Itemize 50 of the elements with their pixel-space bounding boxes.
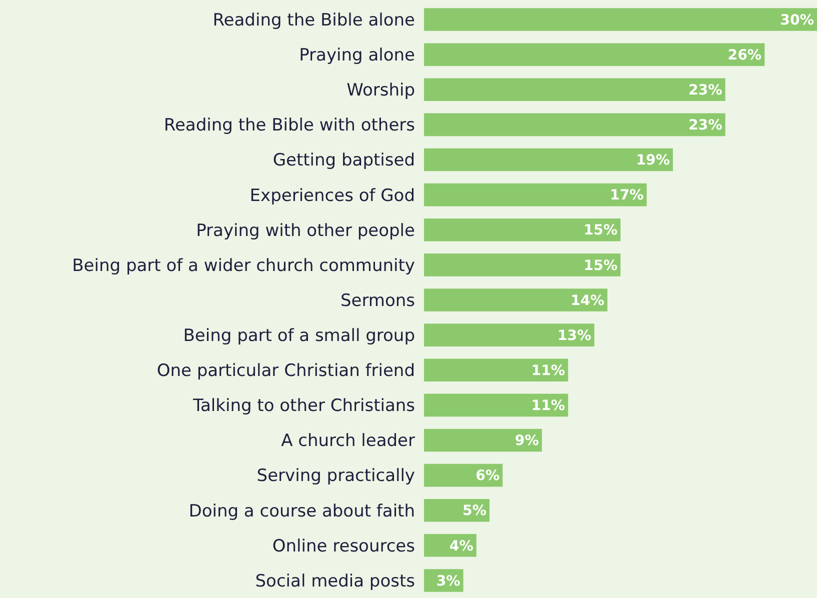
y-tick-label: Sermons bbox=[340, 290, 416, 311]
y-tick-label: Reading the Bible with others bbox=[164, 116, 416, 136]
data-label: 30% bbox=[780, 12, 814, 28]
y-tick-label: Being part of a small group bbox=[183, 326, 415, 346]
data-label: 23% bbox=[688, 118, 722, 134]
data-label: 6% bbox=[476, 468, 500, 484]
data-label: 4% bbox=[449, 538, 474, 554]
bar bbox=[424, 498, 490, 522]
data-label: 11% bbox=[531, 398, 566, 414]
bar bbox=[424, 428, 542, 452]
bar bbox=[424, 183, 647, 206]
bar bbox=[424, 534, 476, 557]
bar bbox=[424, 254, 620, 276]
data-label: 9% bbox=[514, 433, 539, 450]
data-label: 15% bbox=[584, 222, 618, 239]
bar bbox=[424, 358, 568, 382]
y-tick-label: Doing a course about faith bbox=[188, 501, 415, 522]
y-tick-label: Worship bbox=[346, 80, 415, 101]
y-tick-label: A church leader bbox=[281, 431, 415, 452]
data-label: 3% bbox=[436, 573, 460, 590]
bar bbox=[424, 324, 594, 346]
data-label: 5% bbox=[462, 503, 486, 520]
data-label: 17% bbox=[610, 188, 644, 204]
y-tick-label: Serving practically bbox=[256, 466, 415, 486]
data-label: 13% bbox=[557, 328, 592, 344]
data-label: 15% bbox=[584, 258, 618, 274]
bar bbox=[424, 218, 620, 242]
y-tick-label: Reading the Bible alone bbox=[212, 10, 415, 30]
data-label: 11% bbox=[531, 362, 566, 379]
bar bbox=[424, 8, 817, 31]
bar bbox=[424, 288, 608, 312]
y-tick-label: Being part of a wider church community bbox=[72, 256, 415, 276]
bar bbox=[424, 113, 726, 136]
data-label: 26% bbox=[728, 47, 762, 64]
data-label: 14% bbox=[570, 292, 604, 309]
y-tick-label: Online resources bbox=[272, 536, 416, 556]
bar bbox=[424, 394, 568, 417]
y-tick-label: Praying with other people bbox=[196, 220, 415, 241]
y-tick-label: Talking to other Christians bbox=[192, 396, 416, 416]
y-tick-label: Experiences of God bbox=[250, 186, 415, 206]
bar bbox=[424, 464, 503, 487]
y-tick-label: Getting baptised bbox=[272, 150, 415, 171]
data-label: 19% bbox=[636, 152, 670, 169]
bar bbox=[424, 148, 673, 172]
y-tick-label: Praying alone bbox=[299, 46, 415, 66]
data-label: 23% bbox=[688, 82, 722, 99]
y-tick-label: Social media posts bbox=[255, 571, 416, 592]
bar bbox=[424, 43, 765, 66]
bar bbox=[424, 78, 726, 102]
y-tick-label: One particular Christian friend bbox=[156, 361, 415, 382]
